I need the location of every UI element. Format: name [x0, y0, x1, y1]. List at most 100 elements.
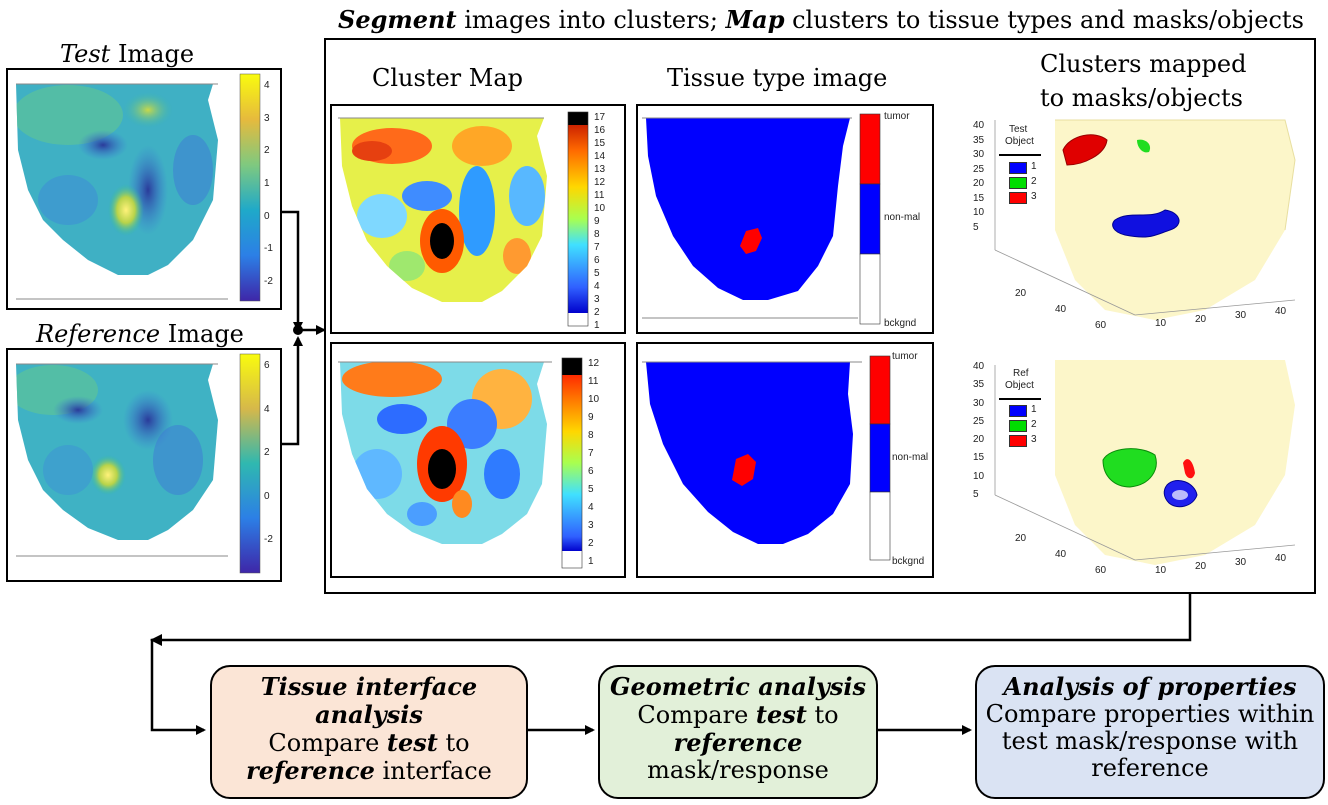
test-cb-tick-4: 0 — [264, 210, 270, 222]
test-x-tick-1: 40 — [1055, 304, 1067, 315]
segment-word: Segment — [338, 5, 457, 34]
geometric-box-l3a: reference — [673, 728, 803, 757]
tissue-ref-label-tumor: tumor — [892, 351, 918, 362]
cm-test-tick-16: 1 — [594, 320, 600, 331]
test-y-tick-3: 40 — [1275, 306, 1287, 317]
cm-test-tick-5: 12 — [594, 177, 606, 188]
ref-z-tick-1: 35 — [973, 379, 985, 391]
test-object-3d-image — [994, 119, 1296, 320]
reference-image-title: Reference Image — [36, 320, 244, 348]
cluster-map-title: Cluster Map — [372, 64, 524, 92]
test-z-tick-6: 10 — [973, 207, 985, 219]
cm-ref-tick-10: 2 — [588, 538, 594, 549]
tissue-box-title: Tissue interface analysis — [260, 672, 478, 729]
test-z-tick-3: 25 — [973, 163, 985, 175]
cm-test-tick-15: 2 — [594, 307, 600, 318]
ref-z-tick-0: 40 — [973, 361, 985, 372]
cm-test-tick-9: 8 — [594, 229, 600, 240]
ref-z-tick-5: 15 — [973, 452, 985, 464]
ref-object-3d-plot: Ref Object 1 2 3 40 35 30 25 20 15 10 5 20 40 60 10… — [955, 355, 1315, 585]
properties-box-title: Analysis of properties — [1003, 672, 1297, 701]
test-cb-tick-6: -2 — [264, 276, 273, 287]
test-image-heatmap — [16, 73, 261, 302]
tissue-ref-label-bckgnd: bckgnd — [892, 556, 925, 567]
ref-legend-label-1: 2 — [1031, 419, 1037, 430]
tissue-box-l2b: test — [386, 728, 438, 757]
cm-test-tick-4: 13 — [594, 164, 606, 175]
test-image-title: Test Image — [60, 40, 194, 68]
tissue-box-l3a: reference — [246, 756, 375, 785]
cm-test-tick-7: 10 — [594, 203, 606, 214]
geometric-analysis-box: Geometric analysis Compare test to refer… — [598, 665, 878, 799]
test-cb-tick-0: 4 — [264, 80, 270, 91]
test-y-tick-0: 10 — [1155, 318, 1167, 329]
test-cb-tick-1: 3 — [264, 112, 270, 124]
test-legend-label-0: 1 — [1031, 161, 1037, 172]
ref-legend-title-2: Object — [1005, 380, 1034, 391]
ref-z-tick-3: 25 — [973, 415, 985, 427]
tissue-type-title: Tissue type image — [667, 64, 888, 92]
test-z-tick-0: 40 — [973, 120, 985, 131]
test-cb-tick-2: 2 — [264, 145, 270, 157]
test-legend-title-1: Test — [1009, 124, 1028, 135]
cm-ref-tick-0: 12 — [588, 358, 600, 369]
properties-box-l3: test mask/response with — [1001, 727, 1299, 755]
segmentation-frame — [324, 38, 1316, 594]
test-z-tick-1: 35 — [973, 134, 985, 146]
clusters-mapped-title-line1: Clusters mapped — [1040, 50, 1247, 78]
tissue-interface-box: Tissue interface analysis Compare test t… — [210, 665, 528, 799]
ref-legend-title-1: Ref — [1013, 368, 1029, 379]
geometric-box-l2b: test — [755, 700, 807, 729]
ref-cb-tick-0: 6 — [264, 360, 270, 371]
test-legend-label-2: 3 — [1031, 191, 1037, 202]
cm-ref-tick-3: 9 — [588, 412, 594, 423]
tissue-box-l3b: interface — [374, 757, 492, 785]
test-image-title-rest: Image — [110, 40, 195, 68]
ref-cb-tick-3: 0 — [264, 490, 270, 502]
reference-image-heatmap — [16, 353, 261, 574]
ref-y-tick-3: 40 — [1275, 553, 1287, 564]
reference-word: Reference — [36, 320, 161, 348]
cm-test-tick-2: 15 — [594, 138, 606, 149]
properties-analysis-box: Analysis of properties Compare propertie… — [975, 665, 1325, 799]
ref-z-tick-4: 20 — [973, 434, 985, 446]
reference-image-panel: 6 4 2 0 -2 — [6, 348, 282, 582]
test-y-tick-2: 30 — [1235, 310, 1247, 321]
geometric-box-l2a: Compare — [637, 701, 756, 729]
geometric-box-l2c: to — [806, 701, 839, 729]
cm-ref-tick-2: 10 — [588, 394, 600, 405]
ref-cb-tick-1: 4 — [264, 403, 270, 415]
map-word: Map — [725, 5, 785, 34]
properties-box-l2: Compare properties within — [985, 700, 1315, 728]
cm-ref-tick-7: 5 — [588, 484, 594, 495]
tissue-ref-label-non-mal: non-mal — [892, 452, 929, 463]
cm-ref-tick-4: 8 — [588, 430, 594, 441]
test-legend-swatch-2 — [1009, 192, 1027, 204]
test-object-3d-plot: Test Object 1 2 3 40 35 30 25 20 15 10 5 20 40 60 1… — [955, 110, 1315, 340]
ref-x-tick-2: 60 — [1095, 565, 1107, 576]
cm-test-tick-12: 5 — [594, 268, 600, 279]
cm-test-tick-13: 4 — [594, 281, 600, 292]
cm-test-tick-1: 16 — [594, 125, 606, 136]
top-title: Segment images into clusters; Map cluste… — [338, 5, 1304, 34]
tissue-type-ref-image — [642, 355, 891, 561]
test-cb-tick-3: 1 — [264, 178, 270, 189]
cluster-map-test-image — [338, 111, 589, 327]
ref-z-tick-6: 10 — [973, 470, 985, 482]
test-legend-swatch-0 — [1009, 162, 1027, 174]
ref-x-tick-0: 20 — [1015, 533, 1027, 544]
tissue-label-non-mal: non-mal — [884, 212, 921, 223]
cm-test-tick-11: 6 — [594, 255, 600, 266]
ref-object-3d-image — [994, 360, 1296, 565]
tissue-type-test-panel: tumor non-mal bckgnd — [636, 104, 934, 334]
geometric-box-title: Geometric analysis — [609, 672, 866, 701]
cm-ref-tick-8: 4 — [588, 502, 594, 513]
cm-test-tick-3: 14 — [594, 151, 606, 162]
test-legend-title-2: Object — [1005, 136, 1034, 147]
test-cb-tick-5: -1 — [264, 243, 273, 255]
test-z-tick-2: 30 — [973, 149, 985, 161]
test-x-tick-0: 20 — [1015, 288, 1027, 299]
reference-image-title-rest: Image — [160, 320, 244, 348]
test-legend-label-1: 2 — [1031, 176, 1037, 187]
